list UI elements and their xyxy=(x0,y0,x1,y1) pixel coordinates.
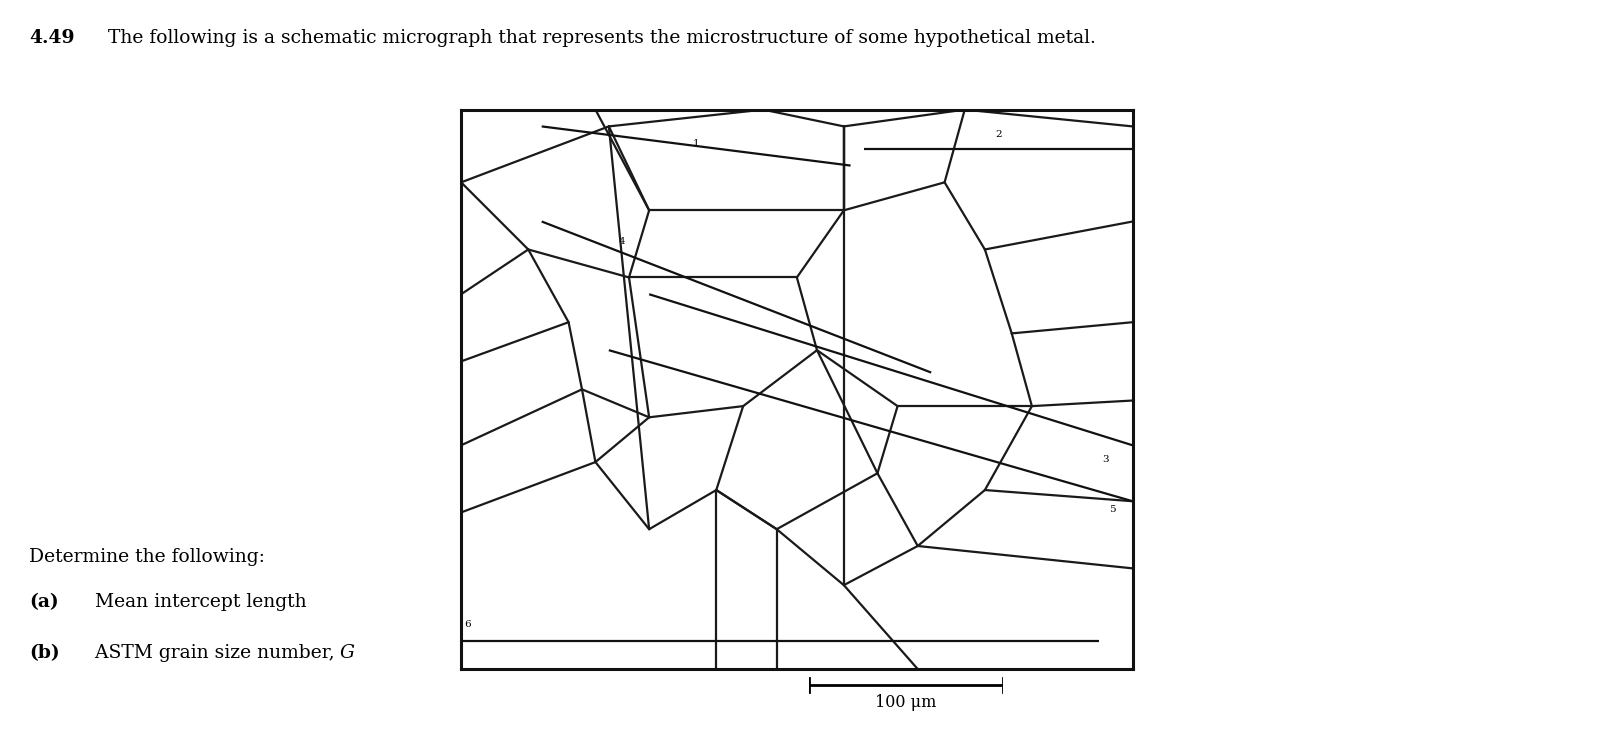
Text: 6: 6 xyxy=(464,620,471,629)
Text: 4.49: 4.49 xyxy=(29,29,74,47)
Text: ASTM grain size number,: ASTM grain size number, xyxy=(89,644,341,662)
Text: Mean intercept length: Mean intercept length xyxy=(89,593,307,612)
Text: 4: 4 xyxy=(620,237,626,246)
Text: 5: 5 xyxy=(1110,505,1116,514)
Text: 100 μm: 100 μm xyxy=(875,694,937,711)
Text: (b): (b) xyxy=(29,644,60,662)
Text: 3: 3 xyxy=(1102,455,1108,463)
Text: The following is a schematic micrograph that represents the microstructure of so: The following is a schematic micrograph … xyxy=(102,29,1095,47)
Text: 2: 2 xyxy=(995,130,1002,139)
Text: G: G xyxy=(340,644,354,662)
Text: 1: 1 xyxy=(693,138,699,147)
Text: Determine the following:: Determine the following: xyxy=(29,548,265,566)
Text: (a): (a) xyxy=(29,593,58,612)
